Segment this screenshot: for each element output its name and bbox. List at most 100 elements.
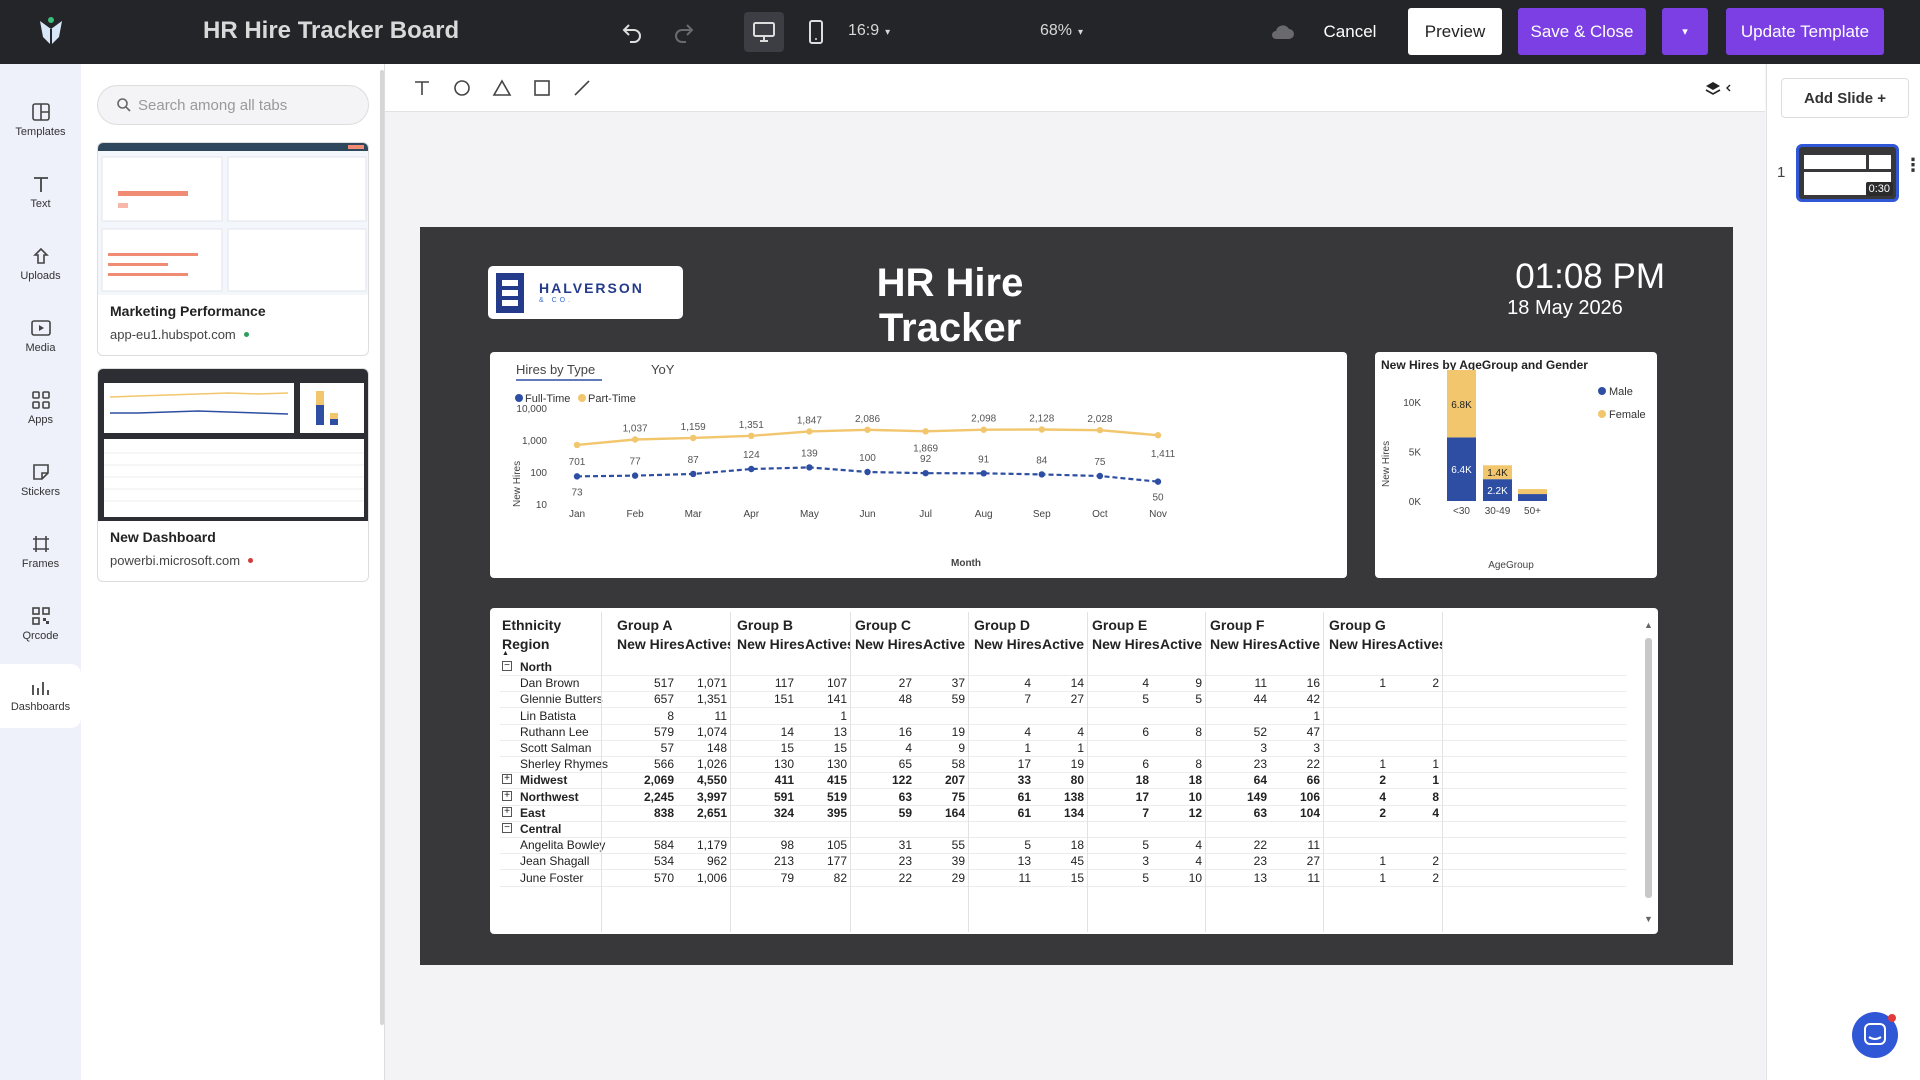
cancel-button[interactable]: Cancel [1323,21,1377,41]
desktop-view-icon[interactable] [744,12,784,52]
rail-item-text[interactable]: Text [0,160,81,224]
y-tick-label: 10 [536,500,548,511]
scroll-up-icon[interactable]: ▲ [1644,620,1653,630]
group-header: Group D [974,617,1030,633]
update-template-button[interactable]: Update Template [1726,8,1884,55]
dashboard-card[interactable]: Marketing Performance app-eu1.hubspot.co… [97,142,369,356]
add-slide-button[interactable]: Add Slide + [1781,78,1909,118]
layers-icon[interactable] [1703,78,1737,98]
collapse-icon[interactable]: − [502,661,512,671]
row-label: Scott Salman [520,741,592,755]
expand-icon[interactable]: + [502,790,512,801]
rail-label-qrcode: Qrcode [22,630,59,642]
board-title[interactable]: HR Hire Tracker Board [203,17,460,44]
save-close-button[interactable]: Save & Close [1518,8,1646,55]
row-divider [500,739,1626,741]
table-cell: 1 [1379,676,1386,691]
mobile-view-icon[interactable] [800,16,832,48]
table-cell: 1 [1432,773,1439,788]
table-cell: 61 [1017,805,1031,820]
group-header: Group F [1210,617,1265,633]
new-hires-header: New Hires [855,636,923,652]
redo-icon[interactable] [668,16,700,48]
tab-hires-by-type[interactable]: Hires by Type [516,362,595,377]
bar-chart-title: New Hires by AgeGroup and Gender [1381,358,1588,372]
circle-tool-icon[interactable] [452,78,472,98]
new-hires-header: New Hires [1329,636,1397,652]
search-placeholder: Search among all tabs [138,96,288,114]
table-cell: 22 [1253,838,1267,853]
preview-button[interactable]: Preview [1408,8,1502,55]
panel-scrollbar[interactable] [380,70,384,1025]
expand-icon[interactable]: + [502,774,512,785]
rail-item-dashboards[interactable]: Dashboards [0,664,81,728]
dashboards-panel: Search among all tabs Marketing Performa… [81,64,385,1080]
scroll-down-icon[interactable]: ▼ [1644,914,1653,924]
bar-data-label: 1.4K [1487,468,1508,479]
rail-label-uploads: Uploads [20,270,61,282]
row-divider [500,756,1626,757]
actives-header: Actives [805,636,850,652]
zoom-dropdown[interactable]: 68% ▾ [1040,22,1083,40]
data-point [806,464,813,471]
table-cell: 1 [1432,757,1439,772]
table-cell: 98 [780,838,794,853]
rail-item-media[interactable]: Media [0,304,81,368]
search-input[interactable]: Search among all tabs [97,85,369,125]
table-cell: 65 [898,757,912,772]
apps-icon [31,391,50,409]
table-cell: 23 [1253,854,1267,869]
rail-item-templates[interactable]: Templates [0,88,81,152]
rectangle-tool-icon[interactable] [532,78,552,98]
data-label: 1,411 [1151,449,1176,460]
table-cell: 52 [1253,724,1267,739]
table-cell: 18 [1188,773,1202,788]
x-tick-label: May [800,509,819,520]
triangle-tool-icon[interactable] [492,78,512,98]
line-tool-icon[interactable] [572,78,592,98]
table-cell: 1 [1379,854,1386,869]
data-label: 2,086 [855,414,880,425]
x-axis-label: Month [951,558,981,569]
app-logo-icon[interactable] [36,15,66,47]
media-icon [30,320,51,336]
table-cell: 4 [905,741,912,755]
table-cell: 11 [1307,838,1320,853]
save-options-dropdown[interactable]: ▾ [1662,8,1708,55]
collapse-icon[interactable]: − [502,823,512,833]
table-cell: 117 [774,676,794,691]
rail-item-qrcode[interactable]: Qrcode [0,592,81,656]
shape-toolbar [385,64,1765,112]
tab-yoy[interactable]: YoY [651,362,675,377]
rail-item-frames[interactable]: Frames [0,520,81,584]
text-tool-icon[interactable] [412,78,432,98]
table-cell: 58 [951,757,965,772]
data-point [1154,478,1162,485]
rail-item-uploads[interactable]: Uploads [0,232,81,296]
data-point [748,465,755,473]
actives-header: Active [923,636,966,652]
table-cell: 16 [1306,676,1320,691]
aspect-ratio-dropdown[interactable]: 16:9 ▾ [848,22,890,40]
table-cell: 33 [1017,773,1031,788]
slide-thumbnail[interactable]: 0:30 [1796,144,1899,202]
status-dot [248,558,254,563]
expand-icon[interactable]: + [502,806,512,817]
table-scrollbar[interactable] [1645,638,1652,898]
table-cell: 570 [653,870,674,885]
data-label: 2,128 [1029,414,1054,425]
slide-canvas[interactable]: HALVERSON & CO. HR Hire Tracker 01:08 PM… [420,227,1733,965]
table-cell: 5 [1024,838,1031,853]
table-cell: 31 [898,838,912,853]
table-cell: 4 [1379,789,1386,804]
dashboard-card[interactable]: New Dashboard powerbi.microsoft.com [97,368,369,582]
table-cell: 1,074 [696,724,727,739]
table-cell: 27 [1306,854,1320,869]
slide-more-icon[interactable]: ⋮ [1904,155,1920,175]
undo-icon[interactable] [616,16,648,48]
rail-item-apps[interactable]: Apps [0,376,81,440]
table-cell: 37 [951,676,965,691]
chat-launcher-button[interactable] [1852,1012,1898,1058]
bar-y-tick-label: 0K [1409,497,1422,508]
rail-item-stickers[interactable]: Stickers [0,448,81,512]
